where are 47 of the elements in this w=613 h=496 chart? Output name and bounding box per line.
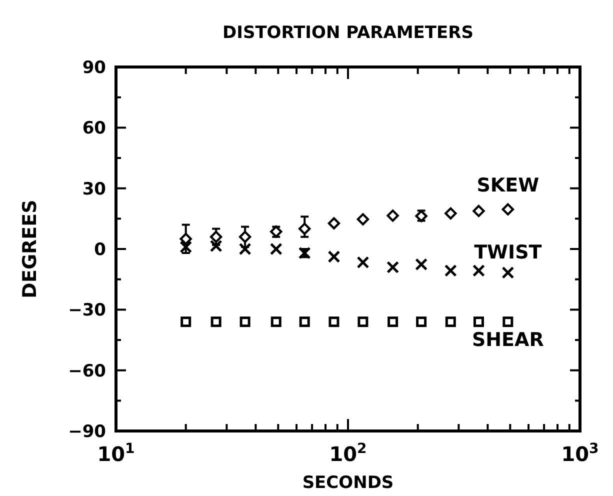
x-tick-label: 10$^{1}$ bbox=[97, 441, 135, 466]
y-tick-label: 0 bbox=[94, 240, 106, 260]
y-tick-label: 60 bbox=[82, 118, 106, 139]
legend-label: SKEW bbox=[476, 174, 540, 196]
point bbox=[180, 316, 192, 328]
x-axis-title: SECONDS bbox=[302, 473, 394, 493]
point bbox=[238, 230, 252, 243]
y-tick-label: −90 bbox=[68, 422, 106, 442]
point bbox=[472, 264, 485, 277]
point bbox=[388, 316, 398, 328]
point bbox=[358, 316, 368, 328]
y-axis-title: DEGREES bbox=[19, 200, 41, 298]
y-tick-label: −60 bbox=[68, 361, 106, 382]
point bbox=[270, 316, 282, 328]
y-tick-label: 90 bbox=[82, 58, 106, 78]
y-tick-label: 30 bbox=[82, 179, 106, 200]
point bbox=[473, 316, 484, 328]
point bbox=[270, 242, 282, 256]
point bbox=[502, 316, 514, 328]
point bbox=[210, 230, 222, 243]
point bbox=[444, 207, 457, 220]
point bbox=[445, 316, 456, 328]
legend-label: SHEAR bbox=[472, 328, 544, 351]
chart-title: DISTORTION PARAMETERS bbox=[222, 23, 474, 43]
point bbox=[328, 316, 340, 328]
point bbox=[356, 256, 370, 269]
point bbox=[386, 210, 399, 222]
point bbox=[502, 266, 514, 279]
point bbox=[502, 203, 514, 216]
point bbox=[240, 316, 250, 328]
point bbox=[328, 217, 340, 230]
point bbox=[472, 204, 485, 218]
point bbox=[356, 213, 370, 226]
point bbox=[386, 260, 400, 274]
point bbox=[210, 316, 222, 328]
point bbox=[415, 258, 428, 271]
point bbox=[444, 264, 457, 277]
point bbox=[180, 232, 192, 245]
point bbox=[180, 240, 192, 254]
point bbox=[328, 250, 340, 263]
point bbox=[299, 316, 310, 328]
point bbox=[298, 222, 311, 235]
point bbox=[416, 316, 427, 328]
x-tick-label: 10$^{2}$ bbox=[329, 441, 367, 466]
y-tick-label: −30 bbox=[68, 300, 106, 321]
legend-label: TWIST bbox=[474, 242, 542, 264]
x-tick-label: 10$^{3}$ bbox=[561, 441, 599, 466]
